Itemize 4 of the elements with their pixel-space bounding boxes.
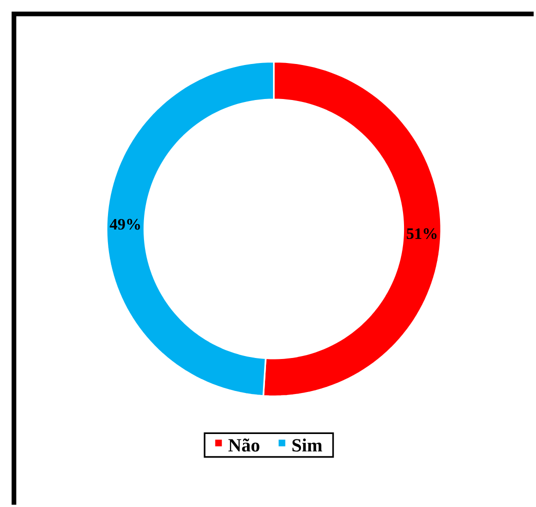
legend-label: Não: [228, 438, 260, 452]
data-label: 49%: [110, 218, 140, 230]
legend-label: Sim: [292, 438, 322, 452]
data-label: 51%: [406, 228, 437, 240]
